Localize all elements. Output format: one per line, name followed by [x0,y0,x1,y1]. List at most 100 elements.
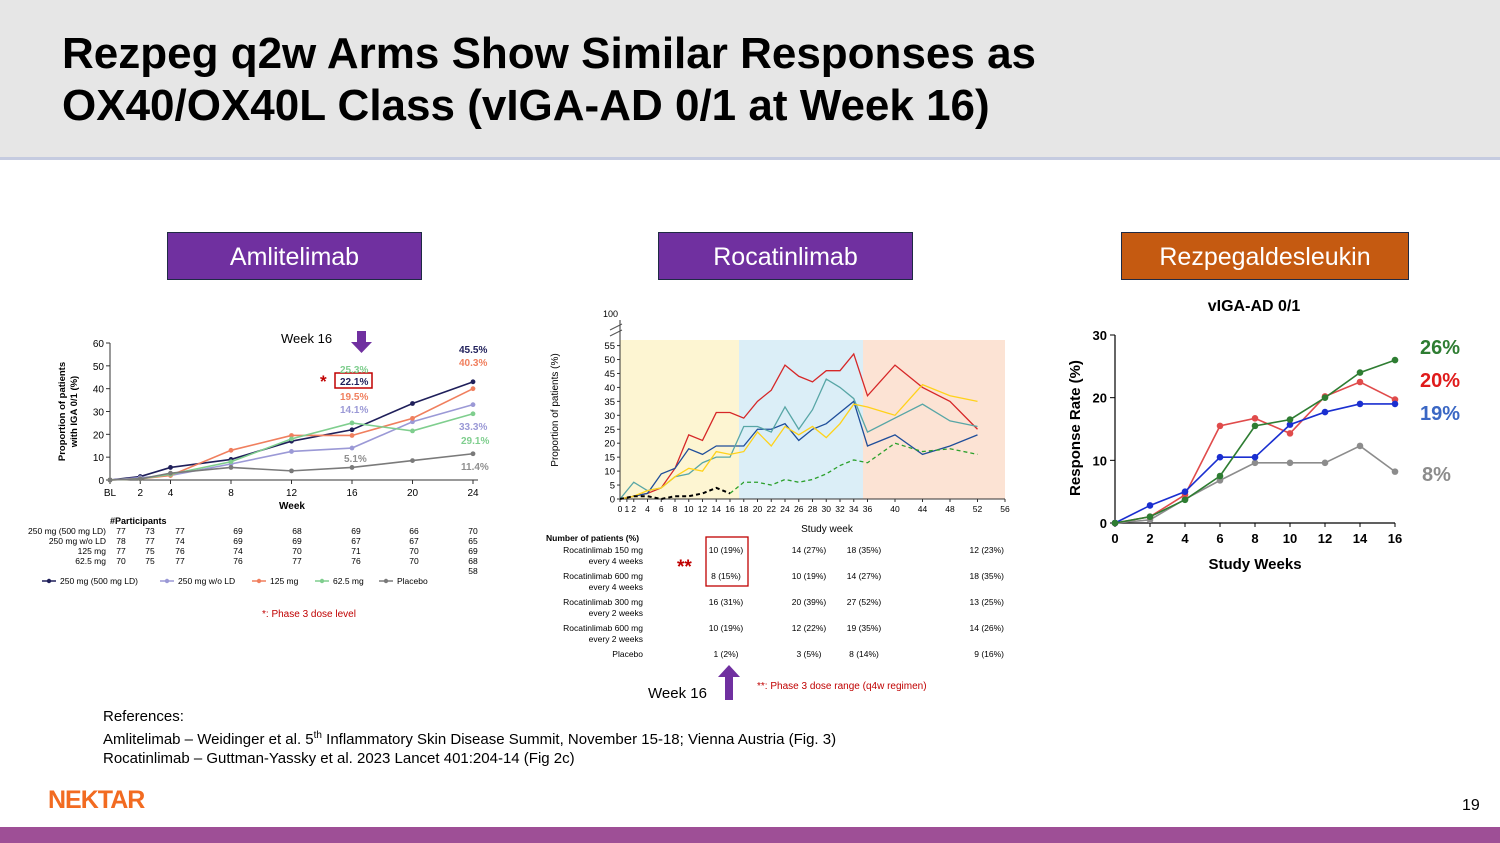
roc-table-row-sublabel: every 4 weeks [589,556,643,566]
roc-x-tick-label: 20 [753,504,763,514]
roc-series-line [619,352,978,500]
roc-x-tick-label: 44 [918,504,928,514]
roc-table-cell: 10 (19%) [792,571,827,581]
legend-marker [164,578,170,584]
roc-x-tick-label: 22 [767,504,777,514]
participants-count: 76 [233,556,243,566]
aml-data-point [410,401,415,406]
rez-y-tick-label: 10 [1093,453,1107,468]
participants-count: 74 [175,536,185,546]
rez-data-point [1251,459,1259,467]
roc-table-row-label: Rocatinlimab 600 mg [563,623,643,633]
amlitelimab-w24-label-250ld: 45.5% [459,345,487,356]
rez-data-point [1391,356,1399,364]
participants-count: 74 [233,546,243,556]
rez-data-point [1251,415,1259,422]
amlitelimab-w16-label-placebo: 5.1% [344,454,367,465]
rez-x-tick-label: 14 [1353,531,1368,546]
participants-count: 67 [409,536,419,546]
amlitelimab-w24-label-250: 33.3% [459,422,487,433]
legend-label: 250 mg w/o LD [178,576,235,586]
references: References: Amlitelimab – Weidinger et a… [103,707,836,768]
participants-count: 66 [409,526,419,536]
roc-table-cell: 16 (31%) [709,597,744,607]
aml-data-point [168,470,173,476]
rez-y-tick-label: 30 [1093,328,1107,343]
roc-table-cell: 1 (2%) [713,649,738,659]
axis-break-icon-2 [609,329,623,337]
amlitelimab-w24-label-125mg: 40.3% [459,358,487,369]
participants-count: 69 [351,526,361,536]
aml-data-point [470,411,476,417]
rez-data-point [1286,430,1294,437]
aml-data-point [289,436,294,442]
amlitelimab-w24-label-placebo: 11.4% [461,462,489,473]
participants-count: 77 [145,536,155,546]
references-heading: References: [103,708,184,725]
aml-data-point [349,465,355,470]
legend-marker [256,578,262,584]
aml-data-point [470,379,476,385]
aml-data-point [107,477,113,483]
rezpeg-end-label-blue: 19% [1420,403,1460,425]
aml-data-point [289,433,294,438]
rezpeg-end-label-gray: 8% [1422,464,1451,486]
roc-y-tick-label: 15 [604,453,615,464]
aml-x-tick-label: 2 [137,488,143,499]
roc-series-line [619,400,978,500]
roc-table-cell: 3 (5%) [796,649,821,659]
roc-y-tick-label: 5 [610,481,615,492]
rezpeg-figure: vIGA-AD 0/1 0 10 20 30 0 2 4 6 8 10 12 14 16 Study W… [1067,298,1460,573]
aml-y-tick-label: 60 [93,339,105,350]
participants-count: 58 [468,566,478,576]
rez-data-point [1286,416,1294,423]
amlitelimab-w16-label-62mg: 25.3% [340,365,368,376]
roc-xlabel: Study week [801,524,854,535]
participants-count: 69 [233,536,243,546]
rez-data-point [1146,502,1154,509]
roc-table-cell: 14 (27%) [847,571,882,581]
participants-count: 70 [292,546,302,556]
legend-label: Placebo [397,576,428,586]
aml-data-point [410,415,415,421]
roc-table-cell: 19 (35%) [847,623,882,633]
roc-x-tick-label: 32 [835,504,845,514]
roc-y-tick-label: 30 [604,411,615,422]
reference-1-text: Amlitelimab – Weidinger et al. 5 [103,731,314,748]
roc-table-cell: 27 (52%) [847,597,882,607]
participants-row-label: 62.5 mg [75,556,106,566]
aml-y-tick-label: 0 [98,476,104,487]
rez-data-point [1216,453,1224,461]
rez-data-point [1251,453,1259,461]
roc-x-tick-label: 10 [684,504,694,514]
phase-band-3 [863,340,1005,499]
aml-data-point [228,459,234,465]
rez-data-point [1356,400,1364,408]
aml-data-point [168,465,173,470]
roc-table-cell: 10 (19%) [709,545,744,555]
legend-marker [46,578,52,584]
rez-data-point [1321,394,1329,401]
amlitelimab-w16-label-125mg: 19.5% [340,392,368,403]
aml-data-point [410,428,415,434]
roc-table-row-label: Rocatinlimab 150 mg [563,545,643,555]
roc-ylabel: Proportion of patients (%) [550,353,561,466]
participants-count: 77 [175,526,185,536]
aml-data-point [137,476,143,482]
aml-data-point [349,433,355,438]
amlitelimab-asterisk: * [320,372,327,391]
participants-count: 70 [468,526,478,536]
roc-table-cell: 10 (19%) [709,623,744,633]
rezpeg-xlabel: Study Weeks [1208,556,1301,573]
roc-y-tick-label: 0 [610,495,615,506]
participants-count: 71 [351,546,361,556]
participants-count: 78 [116,536,126,546]
rez-data-point [1356,378,1364,386]
roc-series-line [619,383,978,500]
week16-arrow-icon [351,331,372,353]
roc-y-tick-label: 25 [604,425,615,436]
roc-table-row-label: Placebo [612,649,643,659]
roc-table-cell: 12 (23%) [970,545,1005,555]
participants-count: 70 [116,556,126,566]
participants-count: 77 [116,526,126,536]
